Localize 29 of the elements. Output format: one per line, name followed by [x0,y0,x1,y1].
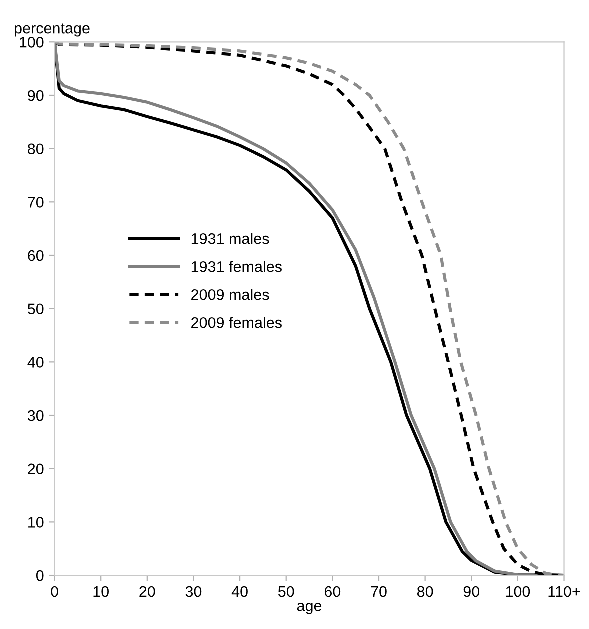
x-tick-label: 80 [417,586,434,598]
x-tick-label: 10 [94,586,109,598]
y-tick-label: 90 [28,90,44,102]
y-tick-label: 20 [28,464,44,475]
x-tick-label: 30 [186,586,202,598]
x-tick-label: 40 [232,586,248,598]
y-tick-label: 0 [36,570,44,582]
x-axis-title: age [297,603,322,614]
y-tick-label: 60 [28,250,44,262]
x-tick-label: 0 [51,586,58,598]
y-tick-label: 70 [28,197,44,208]
legend-label: 2009 females [192,317,282,328]
y-tick-label: 100 [20,37,44,48]
y-tick-label: 30 [28,410,44,422]
x-tick-label: 110+ [548,586,580,598]
x-tick-label: 20 [140,586,156,598]
x-tick-label: 100 [506,586,530,598]
legend-label: 2009 males [192,289,270,300]
y-tick-label: 80 [28,144,44,155]
x-tick-label: 60 [324,586,341,598]
y-axis-title: percentage [15,24,90,37]
x-tick-label: 70 [371,586,387,598]
legend-label: 1931 males [192,233,270,244]
x-tick-label: 90 [464,586,480,598]
y-tick-label: 40 [28,357,44,368]
legend-label: 1931 females [192,261,282,272]
x-tick-label: 50 [278,586,294,598]
y-tick-label: 10 [28,517,44,528]
y-tick-label: 50 [28,304,44,315]
